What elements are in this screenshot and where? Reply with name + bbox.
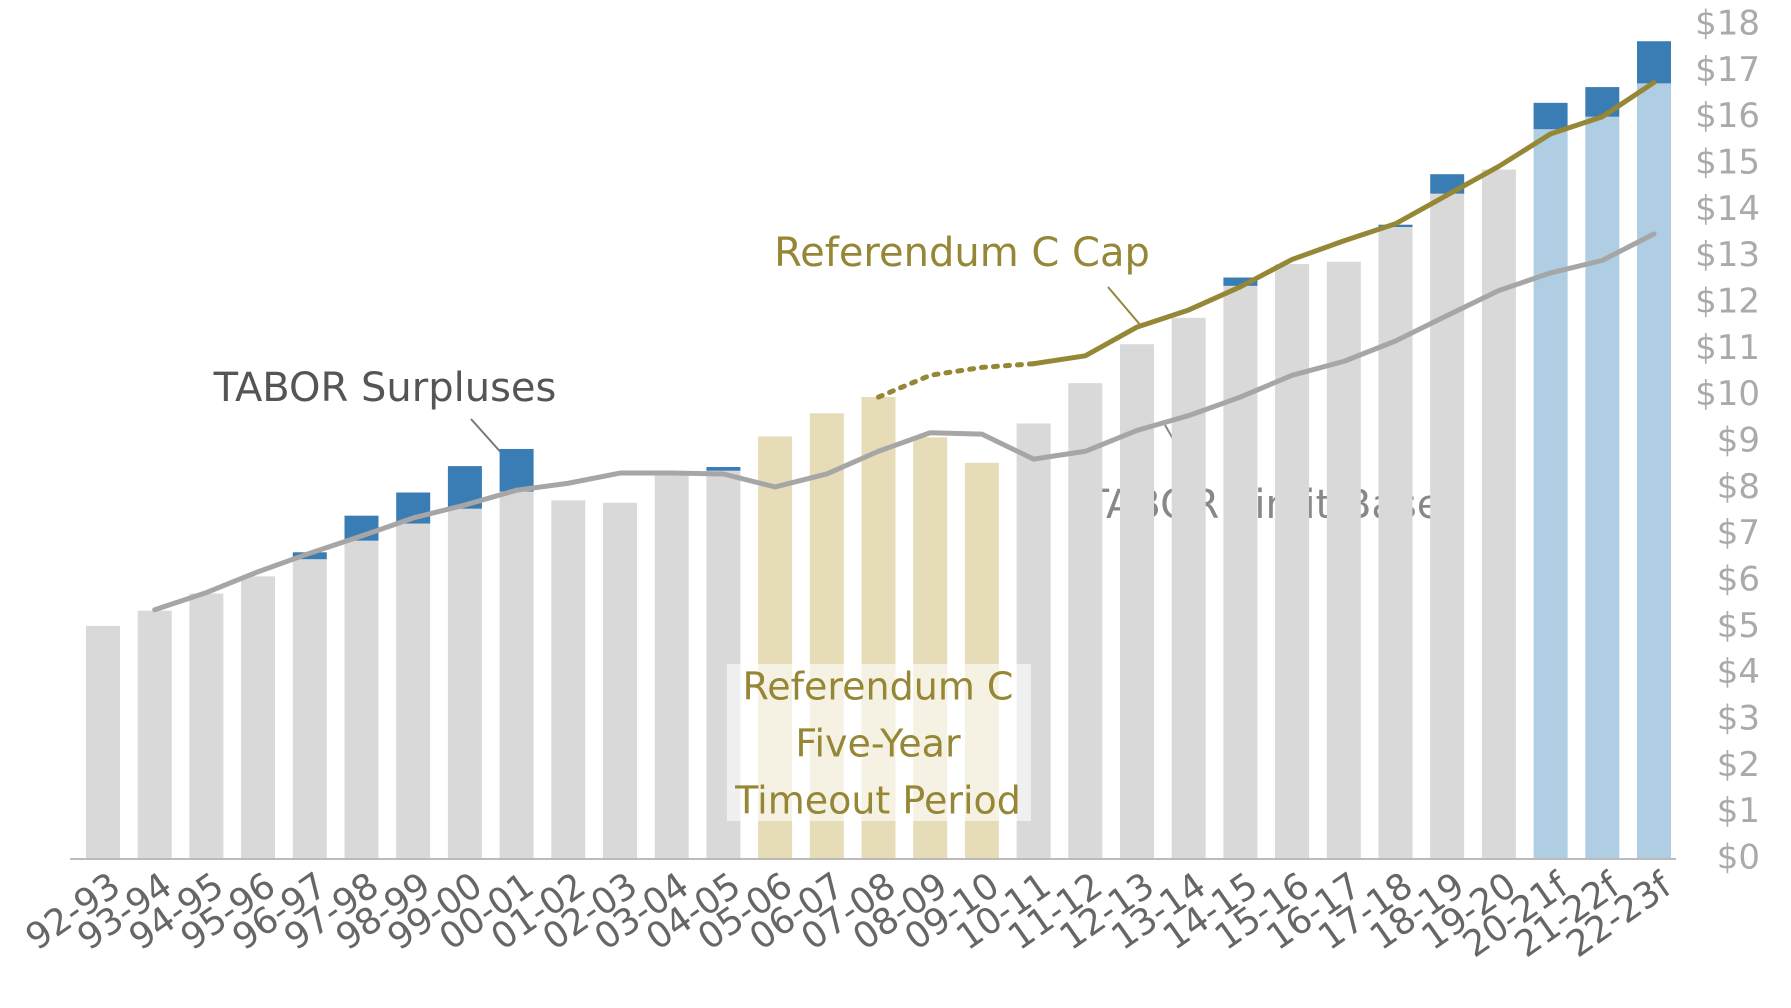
bar <box>1275 264 1310 860</box>
bar <box>292 559 327 859</box>
bar <box>1533 129 1568 859</box>
leader-line <box>470 418 506 458</box>
y-tick-label: $0 <box>1717 838 1760 878</box>
bar <box>1481 169 1516 859</box>
bar <box>86 625 120 859</box>
line <box>152 231 1657 613</box>
y-tick-label: $4 <box>1717 652 1760 692</box>
y-tick-label: $14 <box>1695 189 1760 229</box>
bar <box>1120 344 1154 859</box>
bar <box>1326 261 1361 860</box>
y-tick-label: $11 <box>1695 328 1760 368</box>
bar <box>1637 41 1671 84</box>
annotation-box <box>727 664 1031 821</box>
bar <box>1068 383 1103 859</box>
bar <box>1378 227 1413 860</box>
leader-line <box>1107 286 1143 328</box>
y-tick-label: $6 <box>1717 560 1760 600</box>
y-tick-label: $8 <box>1717 467 1760 507</box>
y-tick-label: $16 <box>1695 96 1760 136</box>
bar <box>603 502 637 859</box>
bar <box>1430 193 1465 860</box>
y-tick-label: $12 <box>1695 282 1760 322</box>
bar <box>499 448 534 492</box>
bar <box>241 576 276 859</box>
line <box>876 361 1037 400</box>
y-tick-label: $17 <box>1695 50 1760 90</box>
y-tick-label: $3 <box>1717 699 1760 739</box>
y-tick-label: $9 <box>1717 421 1760 461</box>
bar <box>499 491 534 859</box>
y-tick-label: $2 <box>1717 745 1760 785</box>
y-tick-label: $1 <box>1717 791 1760 831</box>
y-tick-label: $5 <box>1717 606 1760 646</box>
y-tick-label: $18 <box>1695 4 1760 44</box>
annotation: Referendum C Cap <box>774 230 1150 276</box>
bar <box>1223 277 1258 286</box>
bar <box>396 523 431 859</box>
bar <box>1585 116 1620 860</box>
annotation-box-text: Referendum C <box>743 665 1014 709</box>
y-tick-label: $13 <box>1695 235 1760 275</box>
bar <box>654 473 689 859</box>
bar <box>1533 102 1568 130</box>
annotation-box-text: Timeout Period <box>734 779 1021 823</box>
bar <box>1585 87 1620 117</box>
bar <box>137 610 172 859</box>
y-tick-label: $7 <box>1717 513 1760 553</box>
bar <box>1223 285 1258 859</box>
annotation: TABOR Surpluses <box>213 365 557 411</box>
annotation-box-text: Five-Year <box>795 722 961 766</box>
bar <box>1637 83 1671 859</box>
bar <box>551 500 586 859</box>
bar <box>189 593 224 859</box>
y-tick-label: $15 <box>1695 143 1760 183</box>
bar <box>344 540 379 859</box>
bar <box>706 467 741 471</box>
line <box>1031 79 1657 367</box>
bar <box>447 508 482 859</box>
y-tick-label: $10 <box>1695 374 1760 414</box>
bar <box>1171 317 1206 859</box>
